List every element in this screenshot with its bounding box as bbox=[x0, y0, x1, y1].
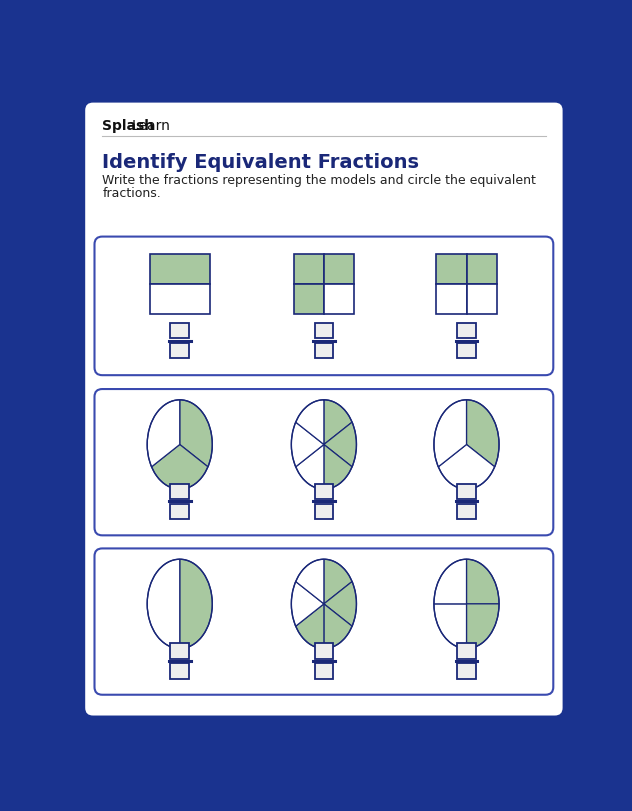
FancyBboxPatch shape bbox=[95, 389, 553, 536]
Polygon shape bbox=[434, 401, 466, 467]
Text: Learn: Learn bbox=[131, 119, 171, 133]
Polygon shape bbox=[291, 423, 324, 467]
Polygon shape bbox=[466, 401, 499, 467]
Polygon shape bbox=[434, 560, 466, 604]
Polygon shape bbox=[324, 401, 352, 445]
Polygon shape bbox=[179, 560, 212, 649]
Polygon shape bbox=[434, 604, 466, 649]
Bar bbox=[294, 255, 324, 285]
Polygon shape bbox=[466, 560, 499, 604]
Bar bbox=[315, 484, 333, 500]
Text: Splash: Splash bbox=[102, 119, 154, 133]
Bar bbox=[150, 285, 210, 315]
Bar bbox=[315, 643, 333, 659]
Bar bbox=[457, 343, 476, 358]
Bar bbox=[315, 324, 333, 339]
Polygon shape bbox=[296, 560, 324, 604]
Polygon shape bbox=[439, 445, 495, 490]
Bar bbox=[315, 663, 333, 679]
Bar bbox=[171, 324, 189, 339]
Polygon shape bbox=[179, 401, 212, 467]
Polygon shape bbox=[296, 604, 324, 649]
Bar bbox=[294, 285, 324, 315]
Bar bbox=[324, 255, 354, 285]
Polygon shape bbox=[324, 560, 352, 604]
Bar bbox=[171, 504, 189, 520]
Bar bbox=[171, 484, 189, 500]
Polygon shape bbox=[324, 445, 352, 490]
Bar bbox=[324, 285, 354, 315]
Bar bbox=[457, 504, 476, 520]
Bar bbox=[457, 663, 476, 679]
Bar bbox=[457, 484, 476, 500]
Bar bbox=[466, 255, 497, 285]
Bar bbox=[457, 643, 476, 659]
FancyBboxPatch shape bbox=[95, 238, 553, 375]
Bar bbox=[436, 285, 466, 315]
Bar bbox=[436, 255, 466, 285]
Bar bbox=[171, 643, 189, 659]
Polygon shape bbox=[147, 560, 179, 649]
Bar bbox=[315, 504, 333, 520]
Polygon shape bbox=[324, 581, 356, 626]
Polygon shape bbox=[324, 604, 352, 649]
Bar bbox=[466, 285, 497, 315]
Polygon shape bbox=[147, 401, 179, 467]
Polygon shape bbox=[296, 401, 324, 445]
Polygon shape bbox=[324, 423, 356, 467]
Bar bbox=[171, 663, 189, 679]
Polygon shape bbox=[291, 581, 324, 626]
Bar bbox=[171, 343, 189, 358]
Bar bbox=[150, 255, 210, 285]
Text: Write the fractions representing the models and circle the equivalent: Write the fractions representing the mod… bbox=[102, 174, 536, 187]
Polygon shape bbox=[152, 445, 208, 490]
Text: fractions.: fractions. bbox=[102, 187, 161, 200]
Polygon shape bbox=[466, 604, 499, 649]
Text: Identify Equivalent Fractions: Identify Equivalent Fractions bbox=[102, 152, 419, 172]
FancyBboxPatch shape bbox=[85, 104, 562, 715]
Bar bbox=[457, 324, 476, 339]
Bar bbox=[315, 343, 333, 358]
FancyBboxPatch shape bbox=[95, 549, 553, 695]
Polygon shape bbox=[296, 445, 324, 490]
